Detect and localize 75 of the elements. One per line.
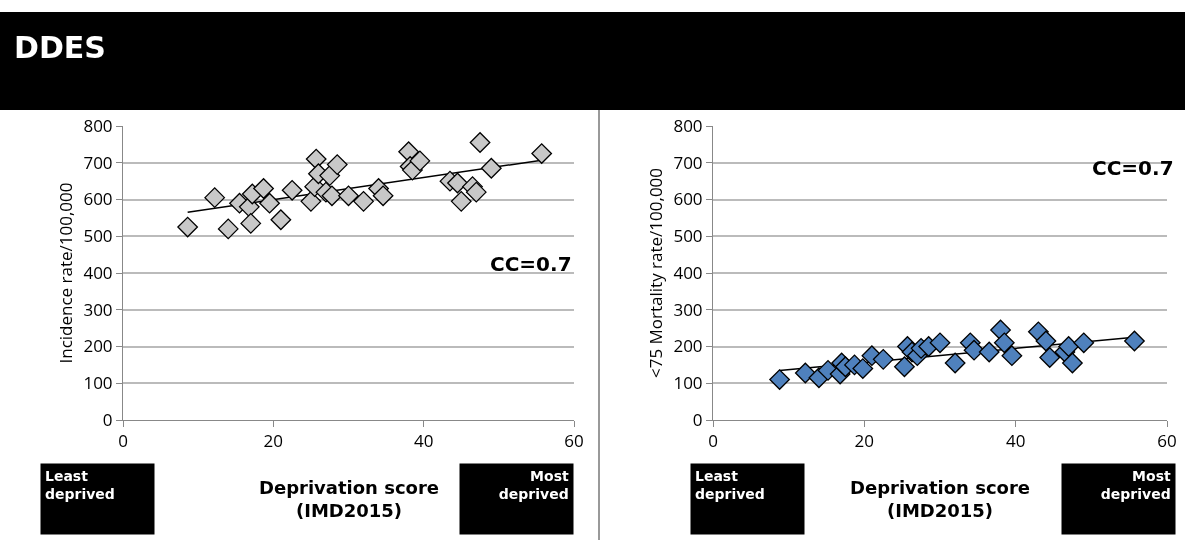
point (270, 209, 292, 231)
y-tick-label: 700 (673, 150, 703, 174)
y-tick-label: 600 (673, 187, 703, 211)
point (894, 356, 915, 378)
point (204, 187, 226, 209)
point (281, 179, 303, 201)
point (1062, 352, 1083, 374)
text: Most deprived (498, 468, 569, 503)
point (1001, 345, 1023, 367)
point (993, 332, 1015, 354)
y-tick-label: 300 (673, 297, 703, 321)
y-tick-label: 500 (83, 224, 113, 248)
x-tick-label: 0 (118, 429, 128, 453)
y-tick-label: 500 (673, 224, 703, 248)
point (852, 358, 874, 379)
point (259, 192, 280, 214)
y-tick-label: 800 (83, 113, 113, 137)
annotation: CC=0.7 (1092, 156, 1174, 180)
point (1035, 330, 1057, 352)
y-tick-label: 100 (83, 371, 113, 395)
point (353, 190, 374, 212)
y-tick-label: 400 (83, 260, 113, 284)
y-tick-label: 0 (102, 407, 113, 431)
point (217, 218, 239, 240)
point (465, 181, 487, 203)
point (372, 185, 394, 207)
point (480, 157, 502, 179)
y-tick-label: 100 (673, 371, 703, 395)
point (240, 212, 262, 234)
x-tick-label: 0 (708, 429, 718, 453)
point (929, 332, 951, 354)
y-tick-label: 800 (673, 113, 703, 137)
point (794, 362, 816, 384)
point (300, 190, 322, 212)
point (1124, 330, 1145, 352)
y-tick-label: 300 (83, 297, 113, 321)
text: Least deprived (695, 468, 765, 503)
annotation: CC=0.7 (490, 252, 572, 276)
y-tick-label: 200 (83, 334, 113, 358)
x-tick-label: 20 (854, 429, 875, 453)
y-axis-title: Incidence rate/100,000 (53, 182, 77, 364)
point (321, 185, 343, 207)
text: Least deprived (45, 468, 115, 503)
point (177, 216, 199, 238)
y-tick-label: 600 (83, 187, 113, 211)
point (1039, 347, 1061, 368)
point (326, 154, 348, 175)
point (1058, 336, 1080, 357)
y-tick-label: 400 (673, 260, 703, 284)
y-tick-label: 700 (83, 150, 113, 174)
x-tick-label: 20 (263, 429, 284, 453)
chart-title: DDES (14, 30, 106, 65)
point (872, 348, 894, 370)
point (447, 172, 468, 194)
point (338, 185, 359, 207)
point (769, 369, 790, 390)
point (531, 143, 553, 164)
y-axis-title: <75 Mortality rate/100,000 (643, 167, 667, 379)
point (963, 339, 985, 361)
y-tick-label: 200 (673, 334, 703, 358)
x-axis-title: Deprivation score (IMD2015) (850, 477, 1031, 522)
text: Most deprived (1100, 468, 1171, 503)
point (253, 178, 274, 199)
y-tick-label: 0 (692, 407, 703, 431)
x-tick-label: 60 (1157, 429, 1177, 453)
point (409, 150, 431, 172)
point (978, 341, 1000, 363)
x-tick-label: 60 (564, 429, 584, 453)
point (944, 352, 966, 374)
point (450, 190, 472, 212)
point (469, 132, 491, 153)
x-tick-label: 40 (413, 429, 434, 453)
x-tick-label: 40 (1005, 429, 1026, 453)
x-axis-title: Deprivation score (IMD2015) (259, 477, 440, 522)
point (1073, 332, 1095, 354)
